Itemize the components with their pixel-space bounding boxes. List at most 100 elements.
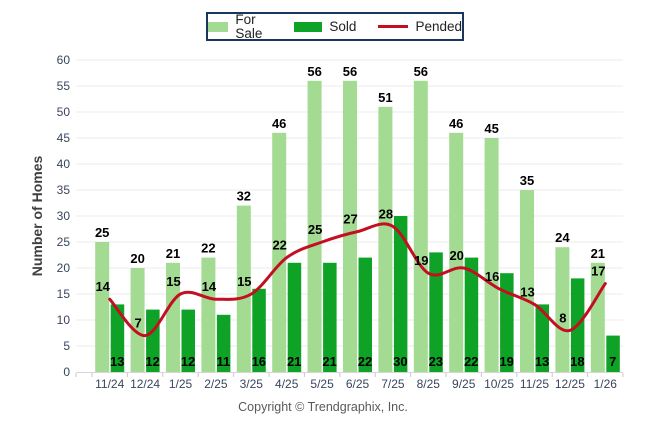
chart-legend: For Sale Sold Pended [206, 12, 464, 41]
pended-value-label: 7 [134, 316, 141, 331]
y-tick-label: 50 [57, 105, 71, 119]
sold-value-label: 13 [110, 354, 124, 369]
pended-line-swatch [378, 25, 409, 28]
y-tick-label: 45 [57, 131, 71, 145]
sold-bar [500, 273, 514, 372]
pended-value-label: 8 [559, 310, 566, 325]
copyright-text: Copyright © Trendgraphix, Inc. [238, 400, 408, 414]
bars [95, 80, 620, 373]
sold-bar [429, 252, 443, 372]
for-sale-value-label: 20 [130, 251, 144, 266]
y-tick-label: 20 [57, 261, 71, 275]
y-tick-label: 55 [57, 79, 71, 93]
sold-value-label: 11 [217, 354, 231, 369]
for-sale-bar [590, 262, 605, 372]
y-tick-label: 15 [57, 287, 71, 301]
sold-value-label: 23 [429, 354, 443, 369]
pended-value-label: 20 [449, 248, 463, 263]
sold-bar [181, 309, 195, 372]
sold-bar [287, 262, 302, 372]
y-tick-label: 35 [57, 183, 71, 197]
pended-value-label: 16 [485, 269, 499, 284]
x-tick-label: 11/25 [520, 377, 549, 391]
pended-value-label: 13 [520, 284, 534, 299]
sold-bar [464, 257, 479, 372]
legend-label-for-sale: For Sale [235, 12, 263, 41]
sold-value-label: 12 [181, 354, 195, 369]
pended-value-label: 15 [237, 274, 251, 289]
sold-value-label: 7 [609, 354, 616, 369]
for-sale-bar [449, 132, 464, 372]
for-sale-bar [484, 138, 499, 372]
for-sale-bar [130, 268, 145, 372]
y-tick-label: 10 [57, 313, 71, 327]
for-sale-value-label: 45 [484, 121, 498, 136]
y-tick-label: 25 [57, 235, 71, 249]
y-tick-label: 0 [63, 365, 70, 379]
sold-value-label: 12 [145, 354, 159, 369]
for-sale-bar [555, 247, 570, 372]
pended-value-label: 25 [308, 222, 322, 237]
x-tick-label: 5/25 [310, 377, 334, 391]
sold-bar [323, 262, 337, 372]
for-sale-value-label: 22 [201, 241, 215, 256]
x-tick-label: 9/25 [452, 377, 476, 391]
sold-bar [606, 335, 620, 372]
x-tick-label: 3/25 [240, 377, 264, 391]
y-tick-label: 40 [57, 157, 71, 171]
x-tick-label: 10/25 [484, 377, 514, 391]
x-axis-ticks [75, 373, 624, 377]
value-labels: 25 13 14 20 12 7 21 12 15 22 11 14 32 16 15 46 21 22 56 21 2… [95, 64, 616, 369]
y-tick-label: 30 [57, 209, 71, 223]
for-sale-value-label: 32 [237, 189, 251, 204]
for-sale-value-label: 56 [307, 64, 321, 79]
sold-value-label: 13 [535, 354, 549, 369]
sold-bar [358, 257, 372, 372]
legend-item-sold: Sold [294, 20, 356, 34]
x-tick-label: 6/25 [346, 377, 370, 391]
for-sale-bar [520, 190, 534, 372]
for-sale-bar [307, 80, 322, 373]
sold-value-label: 21 [287, 354, 301, 369]
sold-value-label: 21 [322, 354, 336, 369]
sold-value-label: 18 [570, 354, 584, 369]
for-sale-swatch [208, 21, 229, 32]
sold-bar [393, 216, 408, 372]
y-tick-label: 5 [63, 339, 70, 353]
y-axis-labels: 0 5 10 15 20 25 30 35 40 45 50 55 60 [57, 53, 71, 379]
for-sale-bar [413, 80, 428, 373]
x-tick-label: 8/25 [417, 377, 441, 391]
sold-bar [216, 314, 231, 372]
x-tick-label: 11/24 [95, 377, 124, 391]
sold-bar [110, 304, 125, 372]
pended-value-label: 27 [343, 212, 357, 227]
for-sale-value-label: 51 [378, 90, 392, 105]
for-sale-value-label: 46 [449, 116, 463, 131]
pended-value-label: 17 [591, 264, 605, 279]
x-tick-label: 2/25 [204, 377, 228, 391]
pended-value-label: 15 [166, 274, 180, 289]
y-tick-label: 60 [57, 53, 71, 67]
for-sale-bar [343, 80, 357, 373]
sold-swatch [294, 21, 323, 32]
sold-bar [252, 288, 266, 372]
sold-value-label: 16 [252, 354, 266, 369]
for-sale-bar [236, 205, 251, 372]
x-tick-label: 7/25 [381, 377, 405, 391]
for-sale-value-label: 46 [272, 116, 286, 131]
sold-value-label: 22 [464, 354, 478, 369]
for-sale-bar [378, 106, 393, 373]
for-sale-value-label: 25 [95, 225, 109, 240]
for-sale-value-label: 35 [520, 173, 534, 188]
x-axis-labels: 11/24 12/24 1/25 2/25 3/25 4/25 5/25 6/25 7/25 8/… [95, 377, 617, 391]
x-tick-label: 12/24 [130, 377, 160, 391]
x-tick-label: 1/25 [169, 377, 193, 391]
for-sale-value-label: 21 [591, 246, 605, 261]
for-sale-bar [166, 262, 180, 372]
y-axis-title: Number of Homes [29, 156, 45, 277]
for-sale-value-label: 56 [414, 64, 428, 79]
sold-value-label: 19 [499, 354, 513, 369]
pended-value-label: 28 [379, 206, 393, 221]
